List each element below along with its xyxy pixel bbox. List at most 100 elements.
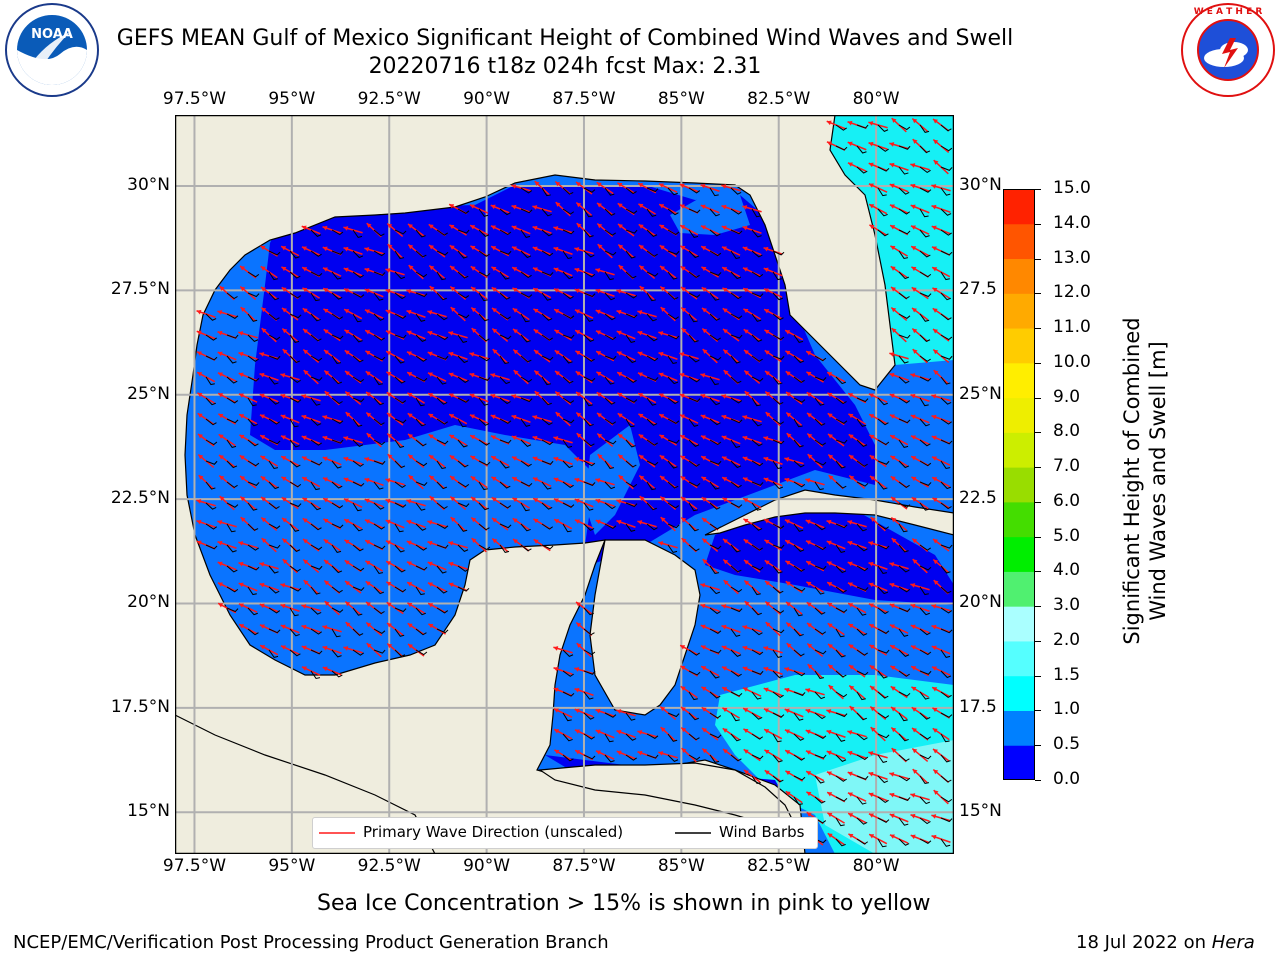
wind-barb [625,229,638,234]
wave-arrowhead [807,454,813,459]
wave-arrowhead [595,750,601,755]
wind-barb [730,376,742,384]
wind-barb [373,565,384,575]
wind-barb [373,229,385,237]
wave-arrowhead [238,331,244,336]
wind-barb [898,586,911,593]
wind-barb [877,166,890,172]
wave-arrowhead [259,562,265,567]
wave-arrowhead [429,496,435,501]
wave-arrowhead [827,602,833,608]
wind-barb [793,712,804,721]
wind-barb [394,607,407,613]
wave-arrowhead [931,456,937,461]
wind-barb [919,145,931,154]
wind-barb [268,250,281,256]
wind-barb [268,334,281,341]
wave-arrowhead [806,371,812,377]
wave-arrowhead [933,538,938,544]
wind-barb [541,313,553,321]
wave-arrowhead [322,477,328,482]
wave-arrowhead [764,539,770,545]
wind-barb [646,418,658,426]
wind-barb [289,334,300,343]
wave-arrowhead [595,288,601,294]
wave-arrowhead [512,518,518,523]
wind-barb [688,460,700,467]
wind-barb [667,208,679,216]
wind-barb [583,754,596,760]
wind-barb [247,292,260,298]
wind-barb [793,628,804,637]
wind-barb [709,376,719,386]
wind-barb [352,229,363,238]
wave-arrowhead [849,454,854,460]
wave-arrowhead [786,643,792,648]
wave-arrowhead [406,351,412,356]
wave-arrowhead [219,475,225,481]
wind-barb [268,460,279,470]
wind-barb [394,292,406,300]
wind-barb [667,418,680,424]
wind-barb [352,418,363,427]
wave-arrowhead [827,812,833,818]
wave-arrowhead [366,601,371,607]
wind-barb [520,271,532,279]
wave-arrowhead [659,414,665,419]
wind-barb [667,376,679,385]
wave-arrowhead [408,265,414,270]
wave-arrowhead [681,706,686,712]
wind-barb [646,439,658,446]
wave-arrowhead [700,414,706,420]
wave-arrowhead [764,560,770,565]
wind-barb [835,628,845,638]
wind-barb [499,271,510,280]
wave-arrowhead [637,520,643,525]
wind-barb [583,481,596,486]
wind-barb [352,376,365,383]
colorbar-tick: 3.0 [1053,595,1081,616]
wind-barb [814,544,827,551]
wind-barb [541,439,554,446]
wind-barb [268,607,281,614]
wind-barb [814,670,825,680]
wind-barb [289,460,301,468]
wind-barb [646,733,659,739]
wave-arrowhead [868,603,874,608]
wind-barb [205,376,215,386]
wind-barb [415,229,426,238]
wave-arrowhead [701,707,707,712]
wave-arrowhead [721,456,727,461]
wave-arrowhead [260,266,266,271]
wind-barb [772,460,783,470]
wind-barb [457,481,470,488]
wind-barb [268,649,279,658]
wind-barb [772,271,782,281]
wind-barb [352,250,364,259]
wind-barb [520,250,532,259]
wave-arrowhead [303,328,308,334]
wind-barb [310,481,320,491]
wave-arrowhead [868,121,874,126]
wave-arrowhead [240,475,245,481]
wave-arrowhead [702,517,707,523]
wind-barb [289,544,301,552]
wind-barb [226,418,239,424]
wave-arrowhead [597,433,603,439]
wave-arrowhead [870,517,876,522]
wind-barb [856,733,868,741]
wave-arrowhead [658,541,664,546]
wave-arrowhead [786,391,791,397]
wave-arrowhead [722,287,728,293]
wind-barb [877,481,888,490]
wind-barb [835,544,846,553]
wave-arrowhead [680,686,686,691]
wind-barb [667,502,680,509]
wave-arrowhead [910,603,916,609]
wind-barb [898,649,910,657]
wave-arrowhead [302,308,308,313]
wave-arrowhead [911,686,917,692]
wind-barb [667,733,678,742]
wind-barb [457,376,469,384]
wave-arrowhead [219,454,224,460]
